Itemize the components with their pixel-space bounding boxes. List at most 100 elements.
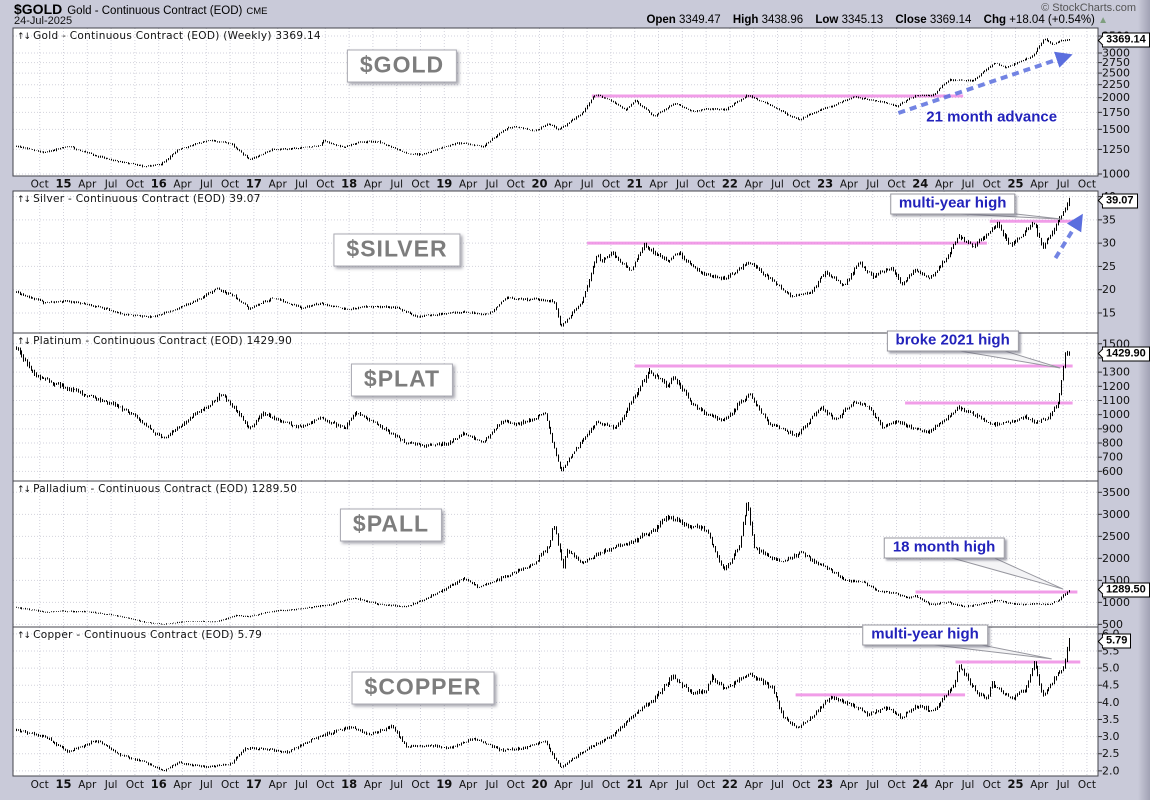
open-value: 3349.47 xyxy=(679,14,721,26)
x-axis-label: Jul xyxy=(770,179,784,191)
open-label: Open xyxy=(646,14,676,26)
x-axis-label: Oct xyxy=(983,179,1001,191)
x-axis-label: Oct xyxy=(792,179,810,191)
y-axis-label-gold: 1500 xyxy=(1102,123,1130,136)
x-axis-label: 20 xyxy=(531,777,547,791)
y-axis-label-gold: 1000 xyxy=(1102,167,1130,180)
updown-arrows-icon: ↑↓ xyxy=(17,337,31,347)
y-axis-label-palladium: 2000 xyxy=(1102,552,1130,565)
x-axis-label: Jul xyxy=(389,779,403,791)
x-axis-label: Oct xyxy=(507,779,525,791)
x-axis-label: Oct xyxy=(31,779,49,791)
x-axis-label: 20 xyxy=(531,177,547,191)
updown-arrows-icon: ↑↓ xyxy=(17,32,31,42)
low-label: Low xyxy=(815,14,839,26)
panel-title-text: Silver - Continuous Contract (EOD) 39.07 xyxy=(33,193,261,205)
x-axis-label: Oct xyxy=(221,779,239,791)
updown-arrows-icon: ↑↓ xyxy=(17,631,31,641)
x-axis-label: 15 xyxy=(55,777,71,791)
x-axis-label: Oct xyxy=(126,179,144,191)
ticker-badge-silver: $SILVER xyxy=(333,233,461,267)
y-axis-label-gold: 1750 xyxy=(1102,106,1130,119)
price-tag-palladium: 1289.50 xyxy=(1102,582,1150,598)
x-axis-label: Jul xyxy=(104,779,118,791)
y-axis-label-platinum: 800 xyxy=(1102,437,1123,450)
exchange: CME xyxy=(246,6,268,17)
panel-title-platinum: ↑↓ Platinum - Continuous Contract (EOD) 1… xyxy=(17,335,292,347)
annotation-copper: multi-year high xyxy=(862,624,988,646)
y-axis-label-copper: 3.0 xyxy=(1102,730,1120,743)
price-tag-copper: 5.79 xyxy=(1102,633,1132,649)
x-axis-label: Apr xyxy=(649,779,668,791)
copyright: © StockCharts.com xyxy=(1041,2,1136,14)
header-symbol-line: $GOLD Gold - Continuous Contract (EOD) CME xyxy=(14,1,267,17)
x-axis-label: Oct xyxy=(316,179,334,191)
y-axis-label-gold: 1250 xyxy=(1102,143,1130,156)
panel-title-silver: ↑↓ Silver - Continuous Contract (EOD) 39.… xyxy=(17,193,261,205)
x-axis-label: 21 xyxy=(627,777,643,791)
y-axis-label-silver: 35 xyxy=(1102,213,1116,226)
y-axis-label-palladium: 3500 xyxy=(1102,486,1130,499)
low-value: 3345.13 xyxy=(841,14,884,26)
chg-value: +18.04 (+0.54%) xyxy=(1009,14,1095,26)
x-axis-label: 24 xyxy=(912,177,928,191)
price-tag-platinum: 1429.90 xyxy=(1102,346,1150,362)
y-axis-label-silver: 30 xyxy=(1102,237,1116,250)
y-axis-label-gold: 2750 xyxy=(1102,56,1130,69)
x-axis-label: Apr xyxy=(459,779,478,791)
x-axis-label: 25 xyxy=(1007,177,1023,191)
x-axis-label: Apr xyxy=(649,179,668,191)
annotation-silver: multi-year high xyxy=(889,193,1016,215)
y-axis-label-platinum: 1300 xyxy=(1102,366,1130,379)
x-axis-label: 23 xyxy=(817,777,833,791)
panel-title-copper: ↑↓ Copper - Continuous Contract (EOD) 5.7… xyxy=(17,629,262,641)
x-axis-label: Jul xyxy=(675,179,689,191)
x-axis-label: Oct xyxy=(1078,779,1096,791)
x-axis-label: Oct xyxy=(411,179,429,191)
annotation-platinum: broke 2021 high xyxy=(886,330,1019,352)
x-axis-label: Oct xyxy=(126,779,144,791)
x-axis-label: Jul xyxy=(199,779,213,791)
x-axis-label: 21 xyxy=(627,177,643,191)
panel-title-text: Platinum - Continuous Contract (EOD) 142… xyxy=(33,335,293,347)
y-axis-label-palladium: 500 xyxy=(1102,618,1123,631)
x-axis-label: 16 xyxy=(151,177,167,191)
panel-title-text: Copper - Continuous Contract (EOD) 5.79 xyxy=(33,629,263,641)
close-label: Close xyxy=(895,14,927,26)
x-axis-label: Oct xyxy=(887,179,905,191)
x-axis-label: Oct xyxy=(507,179,525,191)
x-axis-label: 17 xyxy=(246,777,262,791)
x-axis-label: Oct xyxy=(697,179,715,191)
x-axis-label: Jul xyxy=(961,779,975,791)
y-axis-label-copper: 4.5 xyxy=(1102,679,1120,692)
y-axis-label-palladium: 3000 xyxy=(1102,508,1130,521)
panel-title-palladium: ↑↓ Palladium - Continuous Contract (EOD) … xyxy=(17,483,297,495)
high-label: High xyxy=(732,14,759,26)
x-axis-label: Apr xyxy=(269,179,288,191)
y-axis-label-platinum: 900 xyxy=(1102,422,1123,435)
x-axis-label: Jul xyxy=(675,779,689,791)
x-axis-label: Jul xyxy=(865,179,879,191)
ticker-badge-platinum: $PLAT xyxy=(350,363,454,397)
symbol: $GOLD xyxy=(14,1,63,17)
close-value: 3369.14 xyxy=(929,14,972,26)
x-axis-label: 22 xyxy=(722,777,738,791)
x-axis-label: Oct xyxy=(983,779,1001,791)
annotation-gold: 21 month advance xyxy=(926,108,1058,126)
chart-header: $GOLD Gold - Continuous Contract (EOD) CME… xyxy=(0,0,1150,28)
panel-title-gold: ↑↓ Gold - Continuous Contract (EOD) (Week… xyxy=(17,30,321,42)
x-axis-label: Jul xyxy=(294,179,308,191)
y-axis-label-platinum: 1200 xyxy=(1102,380,1130,393)
x-axis-label: 16 xyxy=(151,777,167,791)
y-axis-label-silver: 15 xyxy=(1102,306,1116,319)
x-axis-label: Apr xyxy=(1030,179,1049,191)
price-tag-silver: 39.07 xyxy=(1102,193,1138,209)
y-axis-label-copper: 3.5 xyxy=(1102,713,1120,726)
y-axis-label-platinum: 1100 xyxy=(1102,394,1130,407)
change-up-arrow-icon: ▲ xyxy=(1098,15,1108,26)
x-axis-label: Apr xyxy=(173,779,192,791)
x-axis-label: Oct xyxy=(1078,179,1096,191)
x-axis-label: 24 xyxy=(912,777,928,791)
x-axis-label: Jul xyxy=(580,779,594,791)
x-axis-label: Oct xyxy=(31,179,49,191)
